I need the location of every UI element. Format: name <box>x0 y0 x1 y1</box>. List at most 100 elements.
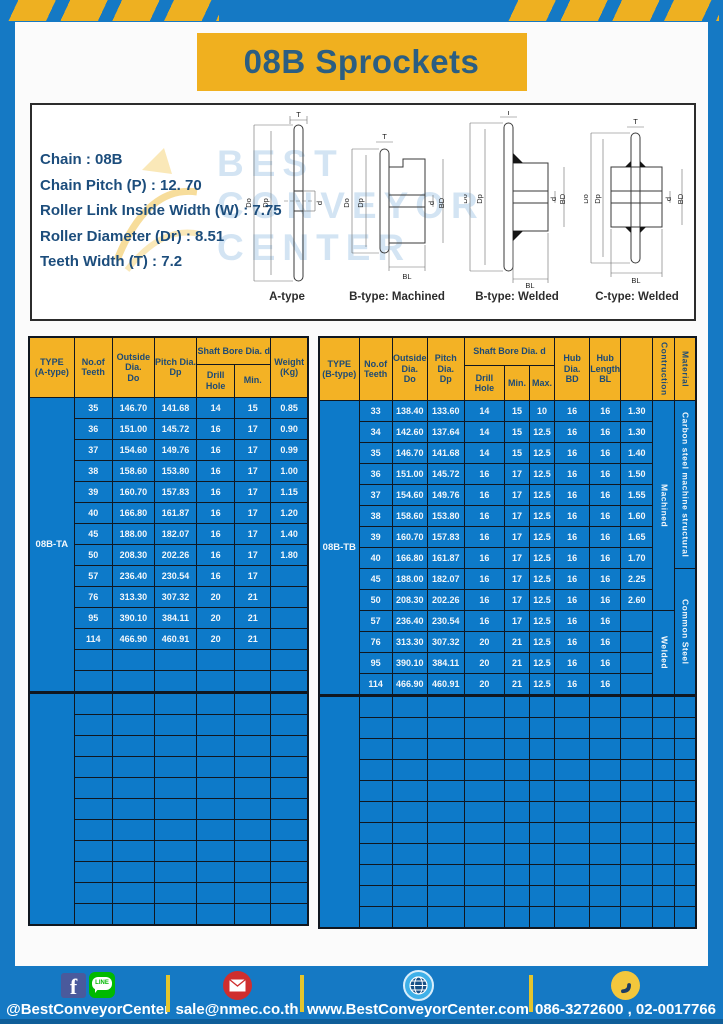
table-cell: 21 <box>234 585 272 608</box>
table-cell <box>391 694 428 718</box>
mail-icon[interactable] <box>222 970 252 1000</box>
col-header-hub-length: Hub Length BL <box>589 336 622 401</box>
table-cell <box>270 648 309 671</box>
globe-icon[interactable] <box>402 969 434 1001</box>
table-cell <box>620 631 654 653</box>
table-row <box>28 690 309 925</box>
table-cell <box>674 906 697 929</box>
svg-text:d: d <box>315 201 324 205</box>
table-cell: 158.60 <box>391 505 428 527</box>
table-cell: 16 <box>554 631 591 653</box>
table-cell: 10 <box>528 400 556 422</box>
table-cell: 460.91 <box>426 673 465 696</box>
table-cell: 95 <box>73 606 113 629</box>
c-type-welded-drawing-icon: Do Dp T d BD BL <box>584 117 685 285</box>
table-cell: 16 <box>463 505 505 527</box>
svg-text:Dp: Dp <box>261 198 270 208</box>
table-cell <box>620 673 654 696</box>
table-cell <box>28 690 75 925</box>
social-handle[interactable]: @BestConveyorCenter <box>6 1001 170 1018</box>
table-cell: 1.70 <box>620 547 654 569</box>
table-row <box>319 738 697 760</box>
table-cell: 20 <box>196 627 236 650</box>
table-cell: 12.5 <box>528 547 556 569</box>
footer-divider <box>529 975 533 1012</box>
table-cell <box>73 902 113 925</box>
table-cell: 1.15 <box>270 480 309 503</box>
email-address[interactable]: sale@nmec.co.th <box>175 1001 299 1018</box>
page-title: 08B Sprockets <box>243 43 480 80</box>
table-cell: 16 <box>463 610 505 632</box>
table-cell: 0.99 <box>270 438 309 461</box>
table-cell <box>73 797 113 820</box>
table-cell: 76 <box>358 631 393 653</box>
table-row: 36 151.00 145.72 16 17 0.90 <box>29 417 309 440</box>
col-header-teeth: No.of Teeth <box>358 336 393 401</box>
svg-text:T: T <box>382 132 387 141</box>
table-cell <box>620 652 654 674</box>
table-cell: 16 <box>589 652 622 674</box>
table-cell <box>391 801 428 823</box>
table-cell: 17 <box>503 505 531 527</box>
table-cell <box>153 902 198 925</box>
table-cell <box>426 864 465 886</box>
table-cell: 1.80 <box>270 543 309 566</box>
table-cell <box>503 843 531 865</box>
phone-numbers[interactable]: 086-3272600 , 02-0017766 <box>535 1001 716 1018</box>
table-cell <box>554 843 591 865</box>
table-cell: 1.40 <box>620 442 654 464</box>
table-cell: 138.40 <box>391 400 428 422</box>
table-cell <box>620 906 654 929</box>
table-cell: 161.87 <box>153 501 198 524</box>
table-cell: 153.80 <box>426 505 465 527</box>
table-cell: 17 <box>503 484 531 506</box>
table-cell: 236.40 <box>111 564 155 587</box>
table-cell <box>234 881 272 904</box>
table-cell: 166.80 <box>111 501 155 524</box>
table-cell <box>358 864 393 886</box>
table-cell: 95 <box>358 652 393 674</box>
table-cell <box>358 780 393 802</box>
table-cell: 57 <box>73 564 113 587</box>
table-cell <box>196 776 236 799</box>
table-cell: 0.85 <box>270 396 309 419</box>
website-url[interactable]: www.BestConveyorCenter.com <box>307 1001 530 1018</box>
svg-text:Dp: Dp <box>593 194 602 204</box>
col-header-hub-dia: Hub Dia. BD <box>554 336 591 401</box>
svg-text:Dp: Dp <box>356 198 365 208</box>
table-cell <box>589 759 622 781</box>
phone-icon[interactable] <box>611 970 640 1000</box>
table-cell <box>528 694 556 718</box>
table-cell: 307.32 <box>153 585 198 608</box>
footer-phone-group: 086-3272600 , 02-0017766 <box>533 970 718 1018</box>
table-a-empty-block <box>28 690 309 925</box>
table-cell <box>620 885 654 907</box>
svg-text:T: T <box>633 117 638 126</box>
table-a-data-block: 08B-TA 35 146.70 141.68 14 15 0.85 36 151.00 145.… <box>28 396 309 693</box>
table-cell <box>73 860 113 883</box>
table-cell: 20 <box>463 652 505 674</box>
table-cell <box>589 694 622 718</box>
table-cell: 0.90 <box>270 417 309 440</box>
table-cell: 39 <box>73 480 113 503</box>
table-cell <box>270 881 309 904</box>
table-cell <box>196 755 236 778</box>
table-row <box>29 734 309 757</box>
table-cell: 313.30 <box>391 631 428 653</box>
table-cell: 202.26 <box>426 589 465 611</box>
facebook-icon[interactable]: f <box>61 972 86 999</box>
line-icon[interactable]: LINE <box>89 972 115 998</box>
table-a-header: TYPE (A-type) No.of Teeth Outside Dia. D… <box>28 336 309 398</box>
b-type-machined-drawing-icon: Do Dp T d BD BL <box>344 132 446 281</box>
col-header-weight: Weight (Kg) <box>270 336 309 398</box>
table-cell <box>674 864 697 886</box>
table-cell <box>270 669 309 693</box>
table-cell <box>652 738 676 760</box>
table-cell <box>426 801 465 823</box>
table-cell <box>153 776 198 799</box>
table-row: 35 146.70 141.68 14 15 12.5 16 16 1.40 <box>319 442 696 464</box>
table-cell: 17 <box>234 522 272 545</box>
table-cell <box>153 669 198 693</box>
table-cell <box>426 759 465 781</box>
table-cell: 36 <box>358 463 393 485</box>
